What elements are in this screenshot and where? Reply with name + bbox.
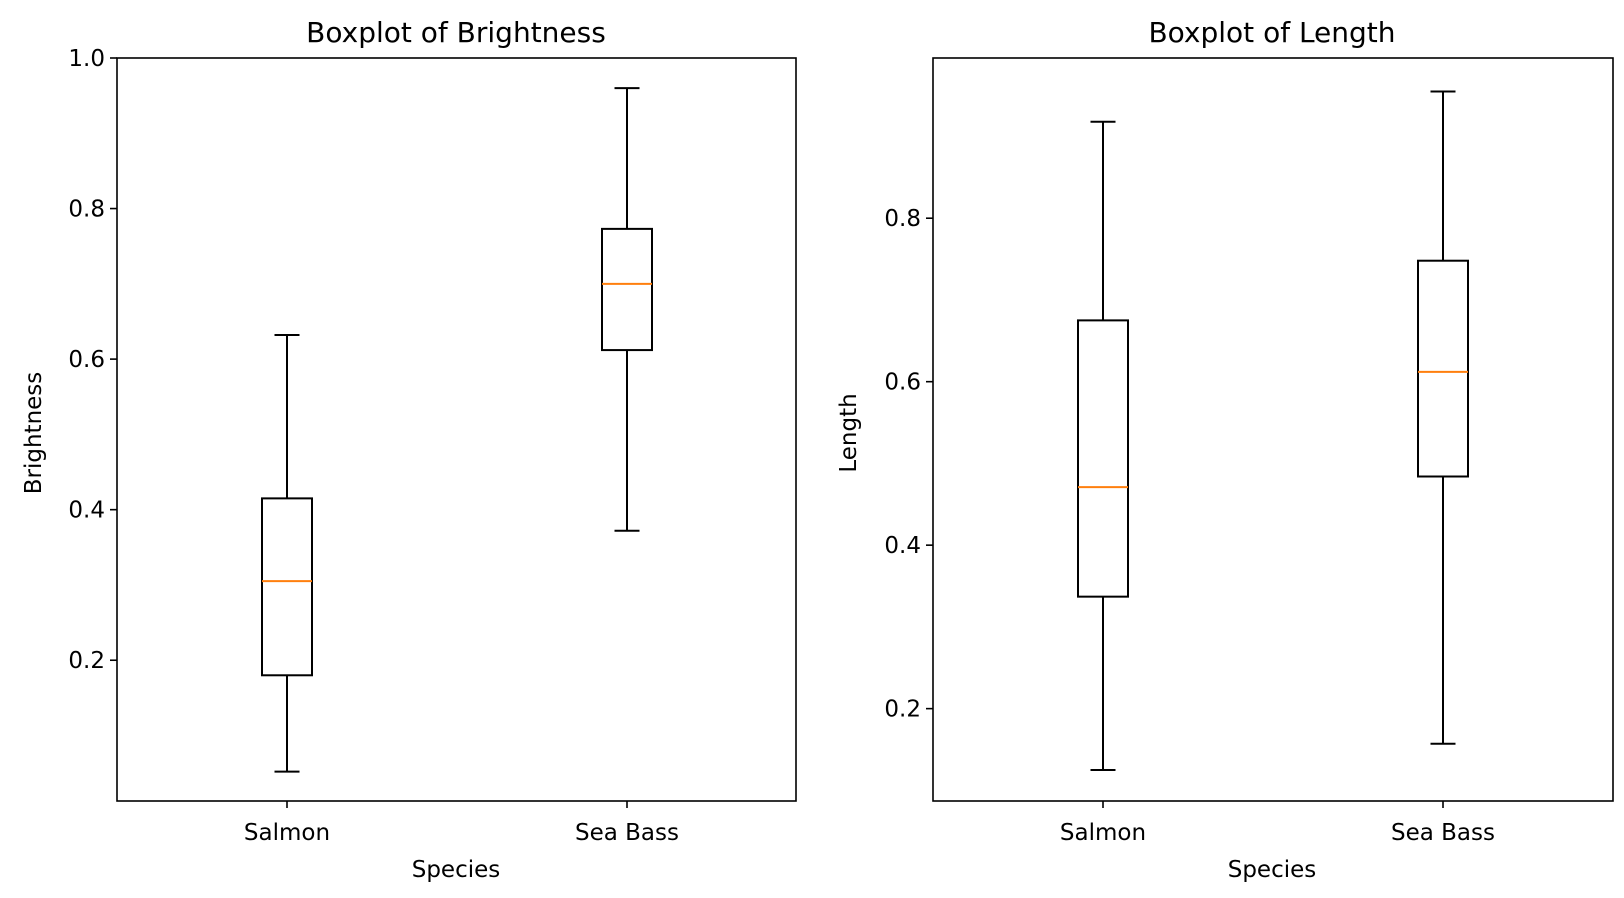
chart-title: Boxplot of Brightness [306, 16, 606, 49]
iqr-box [601, 227, 653, 352]
iqr-box [1077, 319, 1129, 598]
chart-panel-brightness: Boxplot of Brightness 0.2 0.4 0.6 0.8 1.0 Sa… [21, 16, 797, 883]
y-tick-label: 1.0 [68, 46, 105, 72]
chart-panel-length: Boxplot of Length 0.2 0.4 0.6 0.8 Salmon Sea… [836, 16, 1614, 883]
x-axis-label: Species [412, 857, 501, 883]
chart-title: Boxplot of Length [1148, 16, 1395, 49]
y-axis: 0.2 0.4 0.6 0.8 1.0 [68, 46, 117, 674]
y-tick-label: 0.4 [68, 498, 105, 524]
y-axis-label: Brightness [21, 372, 47, 495]
y-tick-label: 0.8 [884, 206, 921, 232]
plot-frame [932, 57, 1614, 802]
x-tick-label: Sea Bass [1391, 820, 1495, 846]
y-tick-label: 0.6 [884, 370, 921, 396]
box-sea-bass [1417, 90, 1469, 745]
x-tick-label: Sea Bass [575, 820, 679, 846]
x-axis: Salmon Sea Bass [1060, 801, 1495, 846]
box-salmon [1077, 120, 1129, 771]
x-tick-label: Salmon [244, 820, 330, 846]
y-tick-label: 0.2 [68, 648, 105, 674]
box-salmon [261, 334, 313, 773]
iqr-box [1417, 259, 1469, 478]
box-sea-bass [601, 87, 653, 532]
plot-frame [116, 57, 797, 802]
x-axis-label: Species [1228, 857, 1317, 883]
y-tick-label: 0.6 [68, 347, 105, 373]
y-tick-label: 0.2 [884, 697, 921, 723]
y-tick-label: 0.8 [68, 197, 105, 223]
x-tick-label: Salmon [1060, 820, 1146, 846]
x-axis: Salmon Sea Bass [244, 801, 679, 846]
y-axis: 0.2 0.4 0.6 0.8 [884, 206, 933, 723]
box-layer [1077, 90, 1469, 771]
iqr-box [261, 497, 313, 677]
box-layer [261, 87, 653, 773]
y-tick-label: 0.4 [884, 533, 921, 559]
y-axis-label: Length [836, 393, 862, 472]
